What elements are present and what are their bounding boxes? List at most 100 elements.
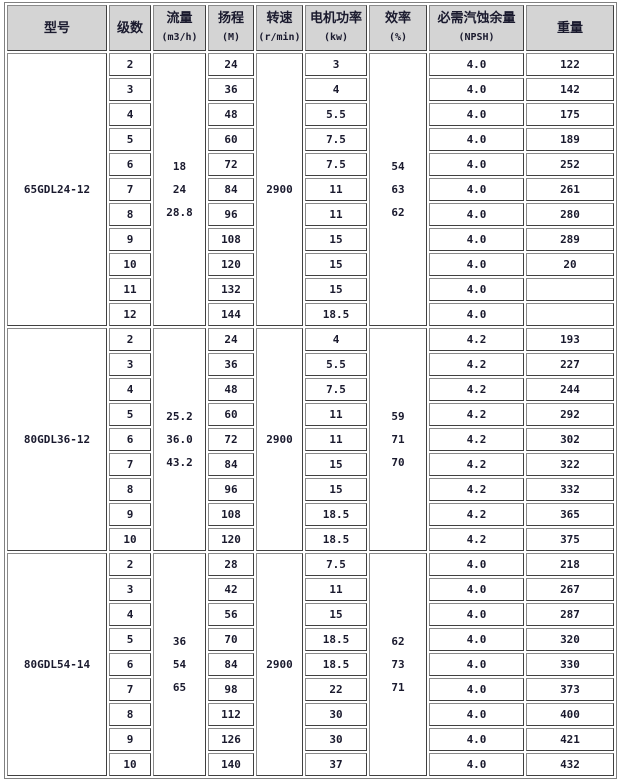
stages-cell: 9 bbox=[109, 728, 151, 751]
model-cell: 65GDL24-12 bbox=[7, 53, 107, 326]
table-row: 10 140 37 4.0 432 bbox=[7, 753, 614, 776]
efficiency-cell-value: 62 bbox=[391, 206, 405, 219]
npsh-cell: 4.0 bbox=[429, 628, 524, 651]
table-row: 9 108 15 4.0 289 bbox=[7, 228, 614, 251]
npsh-cell: 4.0 bbox=[429, 578, 524, 601]
head-cell: 42 bbox=[208, 578, 254, 601]
stages-cell: 6 bbox=[109, 428, 151, 451]
header-motor-power: 电机功率 (kw) bbox=[305, 5, 367, 51]
weight-cell: 421 bbox=[526, 728, 614, 751]
table-row: 12 144 18.5 4.0 bbox=[7, 303, 614, 326]
npsh-cell: 4.2 bbox=[429, 353, 524, 376]
motor-power-cell: 18.5 bbox=[305, 503, 367, 526]
npsh-cell: 4.0 bbox=[429, 253, 524, 276]
weight-cell: 400 bbox=[526, 703, 614, 726]
stages-cell: 7 bbox=[109, 453, 151, 476]
table-row: 4 48 5.5 4.0 175 bbox=[7, 103, 614, 126]
head-cell: 56 bbox=[208, 603, 254, 626]
flow-cell-value: 25.2 bbox=[166, 410, 193, 423]
table-row: 10 120 15 4.0 20 bbox=[7, 253, 614, 276]
header-label: 电机功率 bbox=[309, 11, 362, 26]
head-cell: 120 bbox=[208, 253, 254, 276]
weight-cell: 142 bbox=[526, 78, 614, 101]
npsh-cell: 4.0 bbox=[429, 728, 524, 751]
head-cell: 126 bbox=[208, 728, 254, 751]
table-row: 8 96 15 4.2 332 bbox=[7, 478, 614, 501]
weight-cell: 244 bbox=[526, 378, 614, 401]
head-cell: 96 bbox=[208, 203, 254, 226]
head-cell: 140 bbox=[208, 753, 254, 776]
head-cell: 84 bbox=[208, 453, 254, 476]
table-row: 10 120 18.5 4.2 375 bbox=[7, 528, 614, 551]
motor-power-cell: 5.5 bbox=[305, 103, 367, 126]
npsh-cell: 4.2 bbox=[429, 428, 524, 451]
header-model: 型号 bbox=[7, 5, 107, 51]
npsh-cell: 4.2 bbox=[429, 478, 524, 501]
head-cell: 60 bbox=[208, 403, 254, 426]
header-label: 转速 bbox=[266, 11, 293, 26]
header-label: 重量 bbox=[556, 20, 583, 36]
weight-cell: 227 bbox=[526, 353, 614, 376]
head-cell: 36 bbox=[208, 78, 254, 101]
motor-power-cell: 11 bbox=[305, 203, 367, 226]
npsh-cell: 4.2 bbox=[429, 328, 524, 351]
header-label: 效率 bbox=[384, 11, 411, 26]
npsh-cell: 4.0 bbox=[429, 128, 524, 151]
stages-cell: 8 bbox=[109, 478, 151, 501]
npsh-cell: 4.0 bbox=[429, 278, 524, 301]
head-cell: 72 bbox=[208, 153, 254, 176]
head-cell: 84 bbox=[208, 653, 254, 676]
flow-cell-value: 65 bbox=[172, 681, 187, 694]
weight-cell: 261 bbox=[526, 178, 614, 201]
efficiency-cell-value: 63 bbox=[391, 183, 405, 196]
head-cell: 108 bbox=[208, 228, 254, 251]
motor-power-cell: 15 bbox=[305, 453, 367, 476]
table-row: 6 72 11 4.2 302 bbox=[7, 428, 614, 451]
stages-cell: 9 bbox=[109, 228, 151, 251]
table-row: 9 108 18.5 4.2 365 bbox=[7, 503, 614, 526]
table-row: 3 36 4 4.0 142 bbox=[7, 78, 614, 101]
pump-spec-table: 型号 级数 流量 (m3/h) 扬程 (M) 转速 (r/min) 电机功率 (kw) 效率 (%) 必… bbox=[4, 2, 617, 779]
header-head: 扬程 (M) bbox=[208, 5, 254, 51]
npsh-cell: 4.2 bbox=[429, 453, 524, 476]
head-cell: 112 bbox=[208, 703, 254, 726]
npsh-cell: 4.0 bbox=[429, 178, 524, 201]
stages-cell: 3 bbox=[109, 353, 151, 376]
motor-power-cell: 7.5 bbox=[305, 153, 367, 176]
head-cell: 96 bbox=[208, 478, 254, 501]
npsh-cell: 4.0 bbox=[429, 653, 524, 676]
motor-power-cell: 30 bbox=[305, 728, 367, 751]
speed-cell: 2900 bbox=[256, 53, 303, 326]
head-cell: 48 bbox=[208, 378, 254, 401]
model-cell: 80GDL54-14 bbox=[7, 553, 107, 776]
weight-cell: 218 bbox=[526, 553, 614, 576]
header-npsh: 必需汽蚀余量 (NPSH) bbox=[429, 5, 524, 51]
head-cell: 60 bbox=[208, 128, 254, 151]
motor-power-cell: 11 bbox=[305, 428, 367, 451]
efficiency-cell-value: 71 bbox=[391, 433, 405, 446]
model-cell: 80GDL36-12 bbox=[7, 328, 107, 551]
motor-power-cell: 7.5 bbox=[305, 553, 367, 576]
npsh-cell: 4.2 bbox=[429, 503, 524, 526]
stages-cell: 6 bbox=[109, 153, 151, 176]
stages-cell: 2 bbox=[109, 53, 151, 76]
stages-cell: 6 bbox=[109, 653, 151, 676]
table-row: 80GDL54-14 2 36 54 65 28 2900 7.5 62 73 71 4.0 218 bbox=[7, 553, 614, 776]
motor-power-cell: 5.5 bbox=[305, 353, 367, 376]
stages-cell: 8 bbox=[109, 703, 151, 726]
header-stages: 级数 bbox=[109, 5, 151, 51]
efficiency-cell-value: 59 bbox=[391, 410, 405, 423]
efficiency-cell-value: 70 bbox=[391, 456, 405, 469]
npsh-cell: 4.0 bbox=[429, 753, 524, 776]
header-unit: (NPSH) bbox=[458, 32, 495, 43]
speed-cell: 2900 bbox=[256, 328, 303, 551]
weight-cell bbox=[526, 303, 614, 326]
table-row: 8 112 30 4.0 400 bbox=[7, 703, 614, 726]
stages-cell: 11 bbox=[109, 278, 151, 301]
efficiency-cell: 54 63 62 bbox=[369, 53, 427, 326]
flow-cell: 36 54 65 bbox=[153, 553, 206, 776]
head-cell: 98 bbox=[208, 678, 254, 701]
weight-cell: 193 bbox=[526, 328, 614, 351]
speed-cell: 2900 bbox=[256, 553, 303, 776]
npsh-cell: 4.0 bbox=[429, 703, 524, 726]
